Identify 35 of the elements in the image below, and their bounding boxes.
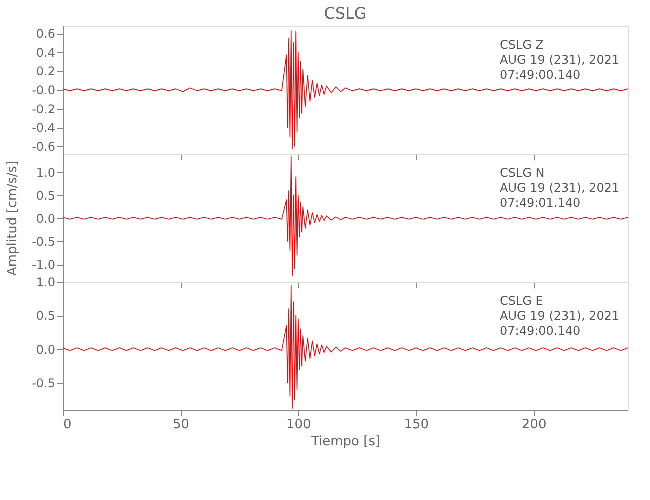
line-series (62, 30, 628, 150)
y-tick-label: 1.0 (36, 276, 56, 290)
y-tick-label: 0.2 (36, 64, 56, 79)
line-series (62, 156, 628, 276)
x-tick-label: 100 (286, 418, 312, 432)
x-tick-label: 150 (404, 418, 430, 432)
y-axis-title: Amplitud [cm/s/s] (6, 160, 20, 276)
y-tick-label: 1.0 (36, 166, 56, 180)
annotation: CSLG Z (500, 38, 544, 52)
y-tick-label: -0.0 (32, 84, 56, 98)
y-tick-label: 0.0 (36, 342, 56, 357)
annotation: AUG 19 (231), 2021 (500, 181, 620, 195)
annotation: AUG 19 (231), 2021 (500, 53, 620, 67)
annotation: 07:49:00.140 (500, 68, 581, 82)
annotation: 07:49:00.140 (500, 324, 581, 338)
y-tick-label: 0.4 (36, 46, 56, 60)
annotation: CSLG E (500, 294, 544, 308)
y-tick-label: 0.5 (36, 188, 56, 203)
annotation: CSLG N (500, 166, 545, 180)
y-tick-label: 0.6 (36, 27, 56, 42)
annotation: 07:49:01.140 (500, 196, 581, 210)
y-tick-label: -0.6 (32, 140, 56, 154)
y-tick-label: -0.2 (32, 102, 56, 116)
x-tick-label: 200 (522, 418, 547, 432)
chart-title: CSLG (324, 4, 367, 23)
x-axis-title: Tiempo [s] (310, 434, 381, 450)
y-tick-label: 0.5 (36, 309, 56, 324)
y-tick-label: 0.0 (36, 212, 56, 226)
y-tick-label: -0.4 (32, 121, 56, 136)
x-tick-label: 0 (64, 418, 72, 432)
y-tick-label: -0.5 (32, 376, 56, 391)
y-tick-label: -1.0 (32, 258, 56, 272)
y-tick-label: -0.5 (32, 234, 56, 249)
x-tick-label: 50 (172, 418, 190, 432)
annotation: AUG 19 (231), 2021 (500, 309, 620, 323)
